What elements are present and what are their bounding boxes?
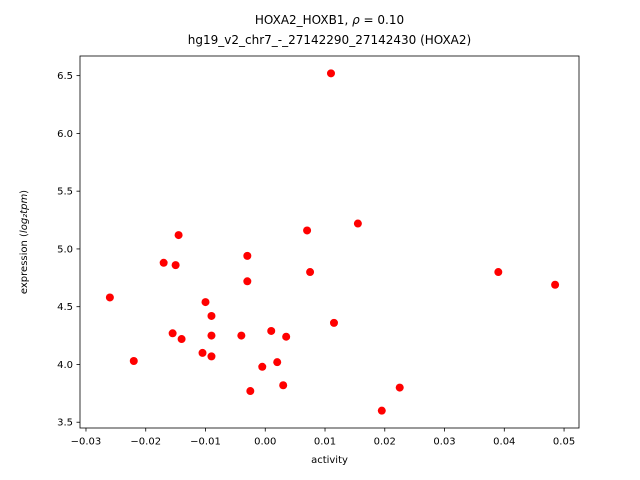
data-point [207,331,216,340]
chart-title-line2: hg19_v2_chr7_-_27142290_27142430 (HOXA2) [188,33,471,47]
y-tick-label: 4.0 [57,360,73,371]
x-tick-label: 0.03 [433,437,455,448]
data-point [377,406,386,415]
y-tick-label: 4.5 [57,302,73,313]
scatter-points [105,69,560,415]
x-tick-label: −0.01 [190,437,221,448]
data-point [243,277,252,286]
data-point [198,348,207,357]
y-tick-label: 3.5 [57,418,73,429]
data-point [273,358,282,367]
chart-title-line1: HOXA2_HOXB1, ρ = 0.10 [255,13,404,27]
x-tick-label: −0.02 [130,437,161,448]
data-point [168,329,177,338]
data-point [129,356,138,365]
data-point [267,326,276,335]
x-tick-label: −0.03 [71,437,102,448]
data-point [494,268,503,277]
data-point [353,219,362,228]
data-point [258,362,267,371]
y-axis-ticks: 3.5 4.0 4.5 5.0 5.5 6.0 6.5 [57,71,80,429]
x-tick-label: 0.05 [553,437,575,448]
y-tick-label: 6.5 [57,71,73,82]
y-axis-label: expression (log₂tpm) [19,190,30,294]
data-point [306,268,315,277]
data-point [395,383,404,392]
y-tick-label: 5.0 [57,244,73,255]
axes-spines [79,55,580,429]
data-point [177,335,186,344]
data-point [159,258,168,267]
data-point [171,261,180,270]
data-point [551,280,560,289]
data-point [207,311,216,320]
data-point [303,226,312,235]
data-point [246,387,255,396]
data-point [237,331,246,340]
data-point [201,298,210,307]
data-point [105,293,114,302]
x-axis-ticks: −0.03 −0.02 −0.01 0.00 0.01 0.02 0.03 0.04 0.05 [71,428,575,448]
data-point [282,332,291,341]
y-tick-label: 6.0 [57,129,73,140]
x-axis-label: activity [311,455,348,466]
x-tick-label: 0.00 [254,437,276,448]
data-point [243,251,252,260]
data-point [329,318,338,327]
data-point [326,69,335,78]
x-tick-label: 0.02 [374,437,396,448]
data-point [207,352,216,361]
x-tick-label: 0.01 [314,437,336,448]
x-tick-label: 0.04 [493,437,515,448]
y-tick-label: 5.5 [57,187,73,198]
data-point [279,381,288,390]
data-point [174,231,183,240]
